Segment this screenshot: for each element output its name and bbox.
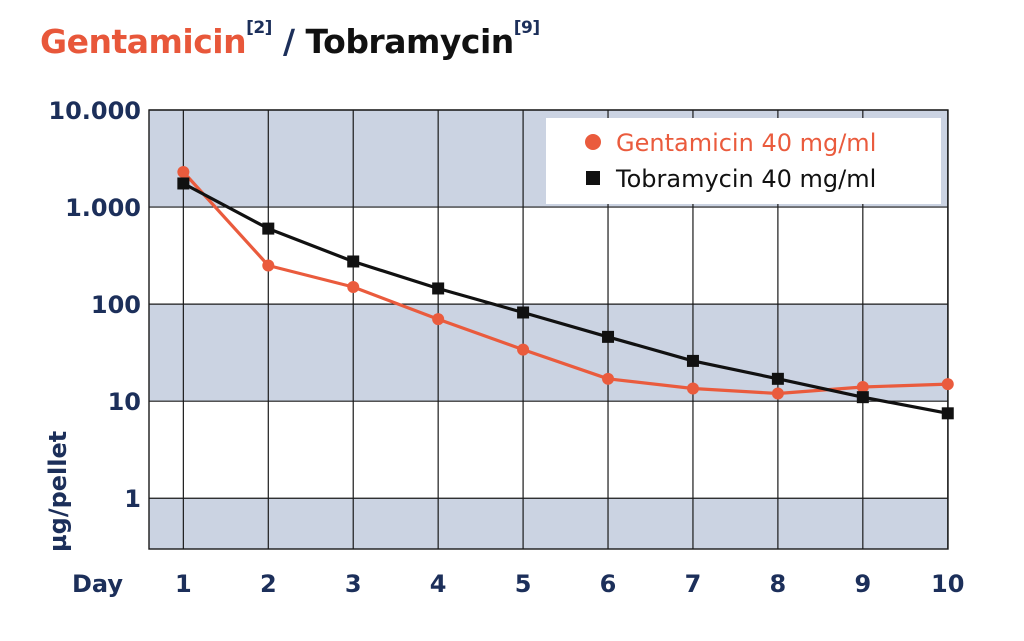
data-point-tobramycin: [347, 255, 360, 268]
series-layer: [177, 165, 954, 420]
x-tick-label: 1: [175, 570, 192, 598]
x-tick-label: 5: [515, 570, 532, 598]
series-line-tobramycin: [182, 182, 949, 415]
title-tobramycin: Tobramycin: [305, 22, 515, 61]
data-point-gentamicin: [517, 343, 530, 356]
title-separator: /: [282, 22, 295, 61]
data-point-gentamicin: [432, 313, 445, 326]
legend-box: [546, 118, 941, 204]
data-point-tobramycin: [517, 306, 530, 319]
background-band: [149, 498, 948, 549]
chart-title: Gentamicin[2] / Tobramycin[9]: [40, 18, 540, 61]
y-tick-label: 10: [108, 388, 141, 416]
background-band: [149, 207, 948, 305]
data-point-tobramycin: [856, 391, 869, 404]
x-tick-label: 2: [260, 570, 277, 598]
data-point-gentamicin: [262, 259, 275, 272]
y-axis-title: µg/pellet: [44, 431, 72, 552]
data-point-tobramycin: [602, 330, 615, 343]
title-ref-gentamicin: [2]: [246, 18, 272, 38]
data-point-tobramycin: [432, 282, 445, 295]
data-point-tobramycin: [941, 407, 954, 420]
x-tick-label: 6: [600, 570, 617, 598]
grid-lines: [148, 109, 949, 550]
data-point-gentamicin: [686, 382, 699, 395]
x-tick-label: 7: [685, 570, 702, 598]
x-tick-label: 4: [430, 570, 447, 598]
data-point-tobramycin: [686, 354, 699, 367]
data-point-gentamicin: [347, 281, 360, 294]
legend: Gentamicin 40 mg/ml Tobramycin 40 mg/ml: [546, 118, 941, 204]
legend-label-tobramycin: Tobramycin 40 mg/ml: [615, 165, 876, 193]
legend-label-gentamicin: Gentamicin 40 mg/ml: [616, 129, 876, 157]
data-point-gentamicin: [177, 165, 190, 178]
tick-labels: 1 10 100 1.000 10.000 1 2 3 4 5 6 7 8 9 10: [48, 97, 964, 598]
x-tick-label: 10: [931, 570, 964, 598]
data-point-gentamicin: [771, 387, 784, 400]
y-tick-label: 1.000: [65, 194, 141, 222]
x-tick-label: 8: [770, 570, 787, 598]
y-tick-label: 10.000: [48, 97, 141, 125]
x-tick-label: 3: [345, 570, 362, 598]
series-line-gentamicin: [182, 170, 948, 396]
data-point-gentamicin: [602, 372, 615, 385]
data-point-gentamicin: [856, 381, 869, 394]
data-point-gentamicin: [941, 378, 954, 391]
legend-marker-tobramycin: [586, 171, 600, 185]
y-tick-label: 1: [124, 485, 141, 513]
data-point-tobramycin: [262, 222, 275, 235]
data-point-tobramycin: [771, 372, 784, 385]
x-tick-label: 9: [854, 570, 871, 598]
background-band: [149, 401, 948, 499]
plot-frame: [148, 109, 949, 550]
data-point-tobramycin: [177, 177, 190, 190]
title-gentamicin: Gentamicin: [40, 22, 247, 61]
legend-marker-gentamicin: [585, 134, 601, 150]
x-axis-title: Day: [72, 570, 123, 598]
y-tick-label: 100: [91, 291, 141, 319]
title-ref-tobramycin: [9]: [513, 18, 540, 38]
